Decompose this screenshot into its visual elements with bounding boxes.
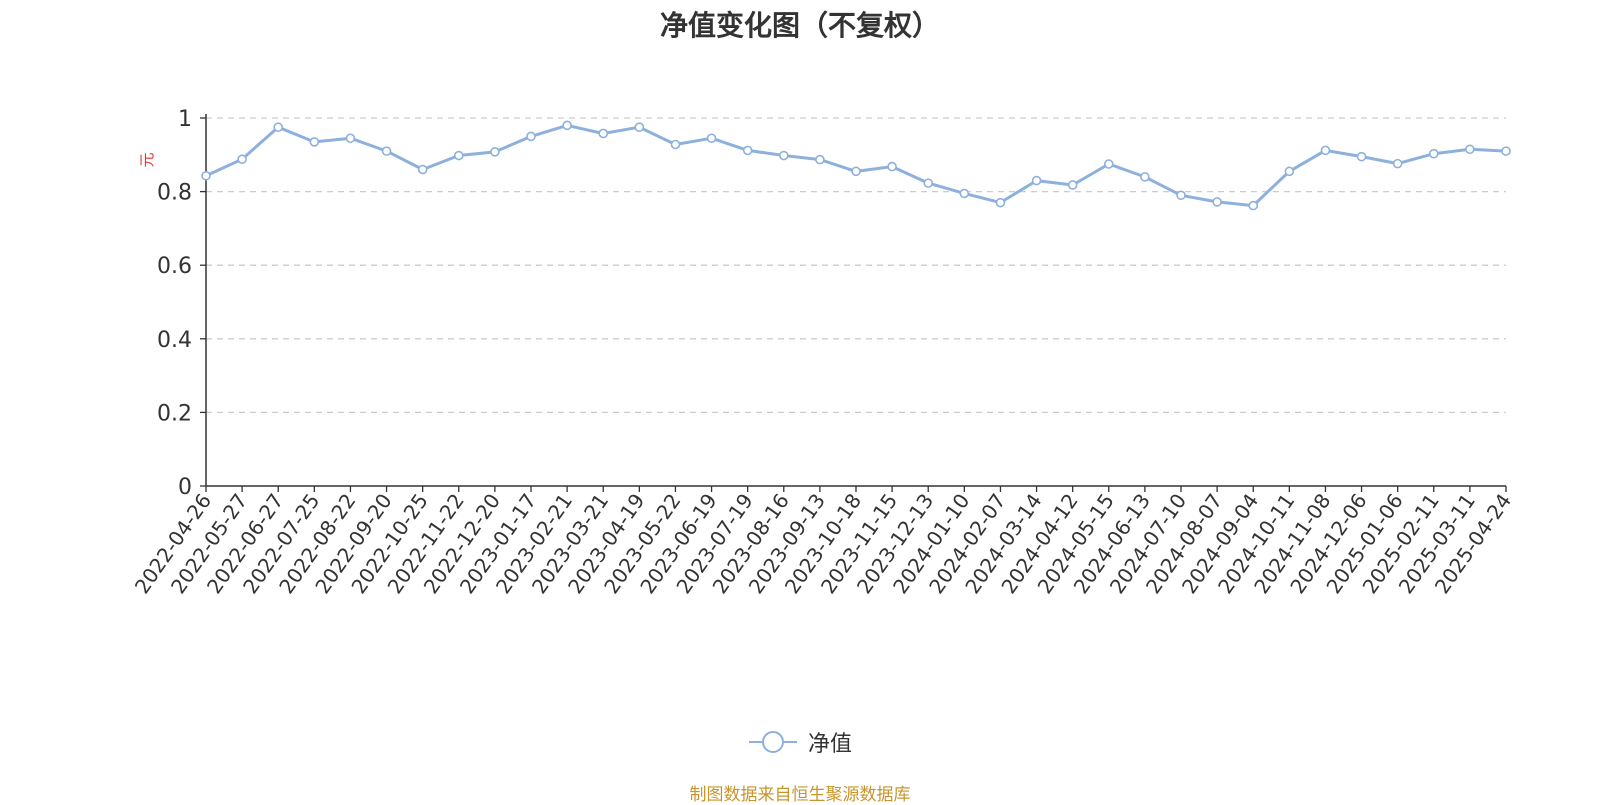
data-point xyxy=(453,150,464,161)
data-point xyxy=(1501,146,1511,156)
data-point xyxy=(742,145,753,156)
data-point xyxy=(1392,158,1403,169)
data-point xyxy=(417,164,428,175)
y-tick-label: 0 xyxy=(178,475,192,500)
data-point xyxy=(1103,159,1114,169)
data-point xyxy=(1140,172,1150,182)
y-axis-label: 元 xyxy=(138,152,156,167)
y-tick-label: 0.8 xyxy=(157,181,192,206)
data-point xyxy=(381,146,392,156)
grid-lines xyxy=(206,117,1506,414)
legend[interactable]: 净值 xyxy=(0,726,1600,761)
data-point xyxy=(1248,200,1259,211)
data-point xyxy=(1067,180,1078,190)
data-point xyxy=(345,133,356,144)
data-point xyxy=(1176,190,1186,201)
data-point xyxy=(815,154,825,165)
data-point xyxy=(1284,166,1295,177)
data-point xyxy=(309,137,320,147)
legend-label: 净值 xyxy=(807,732,852,757)
data-point xyxy=(1320,145,1331,156)
data-point xyxy=(237,154,247,165)
data-point xyxy=(1356,151,1367,162)
data-point xyxy=(670,139,681,150)
data-point xyxy=(959,188,970,199)
data-point xyxy=(1428,148,1439,159)
legend-marker-icon xyxy=(748,731,797,753)
y-tick-label: 0.6 xyxy=(157,254,192,279)
data-point xyxy=(851,166,861,177)
source-note: 制图数据来自恒生聚源数据库 xyxy=(689,785,911,805)
series-net-value xyxy=(201,120,1511,211)
data-point xyxy=(1465,144,1475,155)
y-tick-label: 0.4 xyxy=(157,328,192,353)
data-point xyxy=(995,197,1006,208)
data-point xyxy=(1212,197,1222,207)
data-point xyxy=(778,150,789,161)
data-point xyxy=(562,120,572,131)
data-point xyxy=(706,133,717,144)
y-tick-label: 1 xyxy=(178,107,192,132)
chart-title: 净值变化图（不复权） xyxy=(659,9,940,42)
data-point xyxy=(1031,175,1042,186)
data-point xyxy=(273,122,284,132)
data-point xyxy=(201,170,211,181)
data-point xyxy=(490,147,500,157)
axes: 00.20.40.60.812022-04-262022-05-272022-0… xyxy=(130,107,1516,598)
data-point xyxy=(887,161,897,172)
data-point xyxy=(923,178,934,188)
data-point xyxy=(634,122,645,132)
data-point xyxy=(526,131,536,142)
y-tick-label: 0.2 xyxy=(157,401,192,426)
series-line xyxy=(205,123,1507,208)
data-point xyxy=(598,128,609,139)
